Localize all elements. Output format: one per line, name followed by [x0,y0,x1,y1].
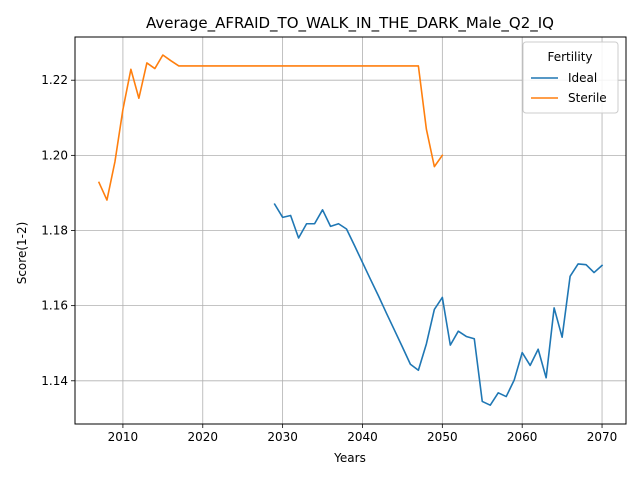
x-tick-label: 2020 [187,430,218,444]
y-axis-label: Score(1-2) [15,222,29,285]
chart-title: Average_AFRAID_TO_WALK_IN_THE_DARK_Male_… [146,14,554,33]
x-tick-label: 2070 [587,430,618,444]
x-tick-label: 2050 [427,430,458,444]
x-axis-label: Years [333,451,366,465]
y-tick-label: 1.14 [41,374,68,388]
y-tick-label: 1.16 [41,299,68,313]
series-line-ideal [273,203,604,407]
y-axis-ticks: 1.14 1.16 1.18 1.20 1.22 [41,73,75,388]
legend: Fertility Ideal Sterile [522,41,619,114]
legend-sterile-label: Sterile [568,91,607,105]
x-tick-label: 2010 [108,430,139,444]
y-tick-label: 1.22 [41,73,68,87]
legend-ideal-label: Ideal [568,71,597,85]
series-layer [97,54,604,407]
x-tick-label: 2040 [347,430,378,444]
series-line-sterile [97,54,444,201]
legend-title: Fertility [547,50,592,64]
x-tick-label: 2060 [507,430,538,444]
y-tick-label: 1.18 [41,224,68,238]
x-axis-ticks: 2010 2020 2030 2040 2050 2060 2070 [108,424,618,444]
y-tick-label: 1.20 [41,148,68,162]
x-tick-label: 2030 [267,430,298,444]
grid-lines [75,37,626,424]
legend-box [522,41,619,114]
